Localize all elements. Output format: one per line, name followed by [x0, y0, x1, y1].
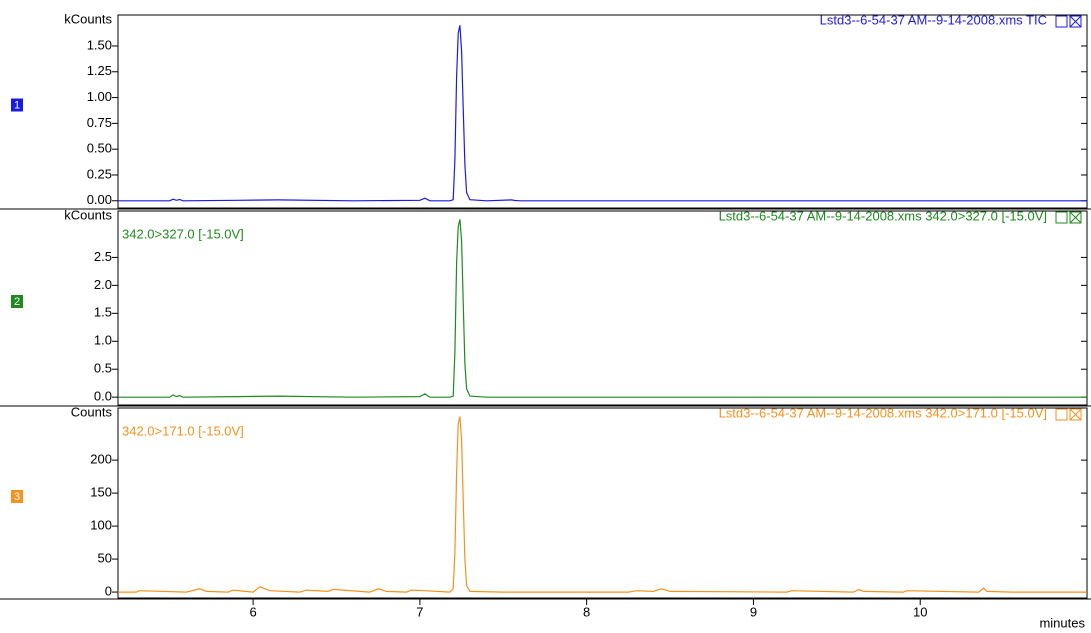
y-tick-label: 50	[98, 551, 112, 566]
y-axis-unit: kCounts	[64, 11, 112, 26]
y-tick-label: 2.0	[94, 277, 112, 292]
y-tick-label: 2.5	[94, 249, 112, 264]
restore-icon	[1055, 15, 1068, 28]
restore-icon	[1055, 408, 1068, 421]
panel-number-box	[11, 98, 23, 112]
panel-frame	[117, 14, 1088, 209]
y-tick-label: 0	[105, 584, 112, 599]
x-tick-label: 9	[750, 604, 757, 619]
y-tick-label: 0.5	[94, 361, 112, 376]
close-icon-cross	[1069, 211, 1082, 224]
trace-subtitle: 342.0>327.0 [-15.0V]	[122, 226, 244, 241]
trace-title: Lstd3--6-54-37 AM--9-14-2008.xms 342.0>1…	[719, 405, 1047, 420]
trace	[118, 416, 1087, 593]
panel-frame	[117, 210, 1088, 406]
panel-number: 2	[14, 296, 20, 308]
close-icon	[1069, 211, 1082, 224]
y-tick-label: 200	[90, 452, 112, 467]
trace	[118, 25, 1087, 202]
y-tick-label: 100	[90, 518, 112, 533]
panel-number: 3	[14, 491, 20, 503]
trace-title: Lstd3--6-54-37 AM--9-14-2008.xms 342.0>3…	[719, 208, 1047, 223]
close-icon	[1069, 15, 1082, 28]
y-tick-label: 150	[90, 485, 112, 500]
y-tick-label: 0.00	[87, 192, 112, 207]
y-tick-label: 1.0	[94, 333, 112, 348]
restore-icon	[1055, 211, 1068, 224]
trace	[118, 219, 1087, 398]
x-axis-label: minutes	[1039, 615, 1085, 630]
close-icon-cross	[1069, 408, 1082, 421]
panel-frame	[117, 407, 1088, 599]
y-tick-label: 0.50	[87, 141, 112, 156]
y-tick-label: 1.25	[87, 63, 112, 78]
y-tick-label: 1.00	[87, 89, 112, 104]
y-tick-label: 0.25	[87, 166, 112, 181]
panel-number-box	[11, 295, 23, 308]
trace-subtitle: 342.0>171.0 [-15.0V]	[122, 423, 244, 438]
y-axis-unit: Counts	[71, 404, 113, 419]
y-tick-label: 0.0	[94, 389, 112, 404]
x-tick-label: 7	[416, 604, 423, 619]
y-tick-label: 1.5	[94, 305, 112, 320]
close-icon-cross	[1069, 15, 1082, 28]
y-tick-label: 0.75	[87, 115, 112, 130]
panel-number: 1	[14, 99, 20, 111]
panel-number-box	[11, 490, 23, 503]
x-tick-label: 10	[913, 604, 927, 619]
x-tick-label: 6	[249, 604, 256, 619]
close-icon	[1069, 408, 1082, 421]
y-tick-label: 1.50	[87, 37, 112, 52]
y-axis-unit: kCounts	[64, 207, 112, 222]
x-tick-label: 8	[583, 604, 590, 619]
trace-title: Lstd3--6-54-37 AM--9-14-2008.xms TIC	[820, 12, 1047, 27]
